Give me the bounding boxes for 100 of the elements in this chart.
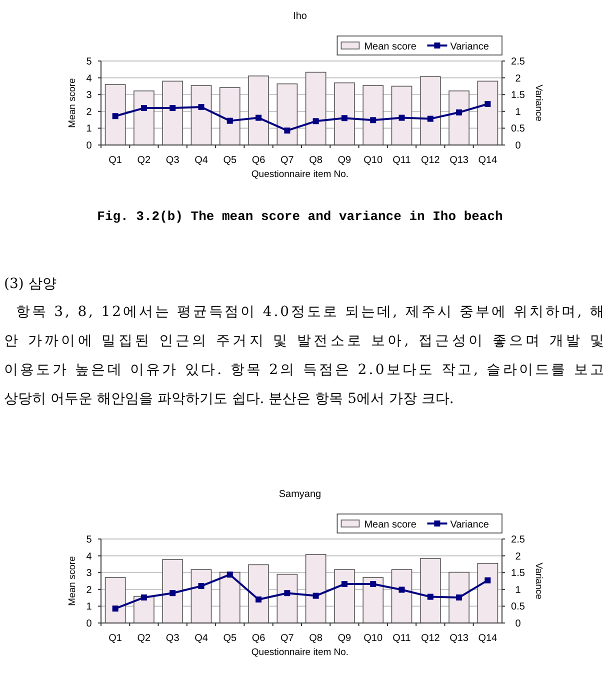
bar <box>248 76 269 146</box>
point <box>484 577 491 584</box>
bar <box>248 564 269 624</box>
point <box>398 114 405 121</box>
x-tick-label: Q10 <box>364 155 383 166</box>
bar <box>334 82 355 146</box>
bar <box>334 569 355 624</box>
point <box>398 586 405 593</box>
x-tick-label: Q6 <box>252 155 266 166</box>
y-tick-label: 0 <box>86 618 92 630</box>
chart-title: Iho <box>293 11 308 22</box>
x-tick-label: Q1 <box>108 633 122 644</box>
y-tick-label: 3 <box>86 90 92 102</box>
y-tick-label: 2 <box>86 106 92 118</box>
bar <box>276 83 298 146</box>
point <box>427 594 434 600</box>
point <box>170 105 176 112</box>
point <box>198 583 204 590</box>
x-tick-label: Q12 <box>420 155 440 166</box>
x-tick-label: Q2 <box>137 155 152 166</box>
x-tick-label: Q7 <box>280 633 294 644</box>
bar <box>305 72 326 146</box>
point <box>284 590 290 596</box>
point <box>226 572 233 578</box>
point <box>284 128 290 134</box>
bar <box>219 87 240 146</box>
x-tick-label: Q12 <box>420 633 440 644</box>
x-tick-label: Q7 <box>280 155 294 166</box>
bar <box>276 574 298 624</box>
y2-axis-title: Variance <box>533 562 544 600</box>
y-tick-label: 1 <box>86 602 92 613</box>
point <box>112 113 118 120</box>
bar <box>104 577 126 624</box>
point <box>312 118 319 124</box>
text: (3) 삼양 <box>4 276 56 292</box>
x-tick-label: Q3 <box>166 155 180 166</box>
bar <box>391 86 412 146</box>
legend-label: Mean score <box>364 42 417 52</box>
x-axis-title: Questionnaire item No. <box>251 647 349 658</box>
point <box>484 101 491 108</box>
chart-title: Samyang <box>278 489 322 500</box>
bar <box>190 85 212 146</box>
bar <box>162 559 184 624</box>
text: 이용도가 높은데 이유가 있다. 항목 2의 득점은 2.0보다도 작고, 슬라이드를 보고 <box>4 362 604 378</box>
bar <box>477 562 498 624</box>
y2-tick-label: 2.5 <box>511 534 526 546</box>
x-tick-label: Q6 <box>252 633 266 644</box>
point <box>456 109 462 116</box>
x-tick-label: Q3 <box>166 633 180 644</box>
x-tick-label: Q9 <box>338 633 352 644</box>
x-tick-label: Q4 <box>194 155 208 166</box>
bar <box>477 80 498 146</box>
y2-tick-label: 2 <box>515 551 522 562</box>
bar <box>420 76 441 146</box>
bar <box>362 85 384 146</box>
point <box>370 581 376 588</box>
legend-label: Variance <box>450 520 490 530</box>
x-tick-label: Q8 <box>309 155 323 166</box>
x-tick-label: Q2 <box>137 633 152 644</box>
x-tick-label: Q14 <box>478 633 498 644</box>
y2-tick-label: 1 <box>515 106 522 118</box>
x-tick-label: Q11 <box>392 155 412 166</box>
x-axis-title: Questionnaire item No. <box>251 169 349 180</box>
point <box>341 581 348 588</box>
point <box>341 115 348 122</box>
y-tick-label: 5 <box>86 534 92 546</box>
y-tick-label: 4 <box>86 73 92 84</box>
y2-tick-label: 0 <box>515 140 522 152</box>
y2-tick-label: 2 <box>515 73 522 84</box>
y-tick-label: 5 <box>86 56 92 68</box>
bar <box>134 90 154 146</box>
point <box>370 117 376 124</box>
legend-label: Mean score <box>364 520 417 530</box>
point <box>140 105 147 112</box>
point <box>170 590 176 596</box>
y-axis-title: Mean score <box>67 556 78 606</box>
point <box>312 592 319 599</box>
text: 상당히 어두운 해안임을 파악하기도 쉽다. 분산은 항목 5에서 가장 크다. <box>4 391 454 407</box>
y-axis-title: Mean score <box>67 78 78 128</box>
x-tick-label: Q5 <box>223 633 237 644</box>
x-tick-label: Q10 <box>364 633 383 644</box>
point <box>140 594 147 600</box>
y-tick-label: 1 <box>86 124 92 135</box>
bar <box>305 554 326 624</box>
y-tick-label: 0 <box>86 140 92 152</box>
y2-tick-label: 0.5 <box>511 124 526 135</box>
x-tick-label: Q5 <box>223 155 237 166</box>
bar <box>448 90 470 146</box>
y2-tick-label: 1.5 <box>511 568 526 580</box>
bar <box>391 569 412 624</box>
bar <box>420 558 441 624</box>
x-tick-label: Q13 <box>450 633 469 644</box>
legend-label: Variance <box>450 42 490 52</box>
bar <box>219 572 240 624</box>
point <box>427 116 434 122</box>
y2-axis-title: Variance <box>533 84 544 122</box>
x-tick-label: Q9 <box>338 155 352 166</box>
point <box>456 594 462 600</box>
y2-tick-label: 1 <box>515 584 522 596</box>
point <box>112 606 118 612</box>
